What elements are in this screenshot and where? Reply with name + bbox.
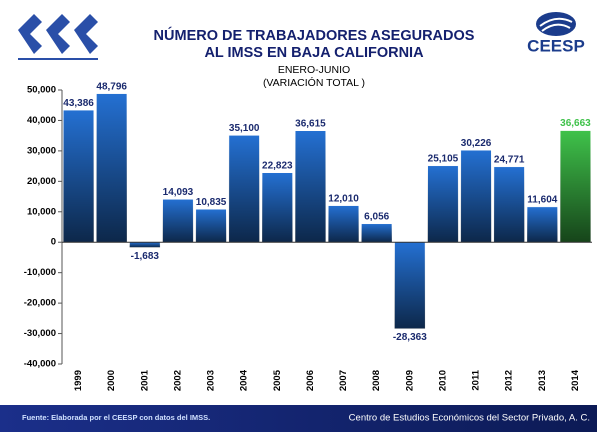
x-tick-label: 2003 [206,370,217,391]
y-tick-label: -20,000 [24,298,56,309]
y-tick-label: -30,000 [24,328,56,339]
value-label: 36,615 [295,118,326,129]
x-tick-label: 2000 [106,370,117,391]
value-label: 10,835 [196,197,227,208]
value-label: 12,010 [328,193,359,204]
x-tick-label: 2007 [338,370,349,391]
value-label: 11,604 [527,195,557,206]
bar-shade [96,93,127,243]
bar-shade [560,130,591,243]
bar-shade [63,110,94,243]
chart-title: AL IMSS EN BAJA CALIFORNIA [204,45,424,61]
ceesp-logo [536,12,576,36]
x-tick-label: 2010 [437,370,448,391]
x-tick-label: 2006 [305,370,316,391]
x-tick-label: 2002 [172,370,183,391]
footer-bar [0,405,597,432]
value-label: 36,663 [560,118,591,129]
bar-shade [262,172,293,243]
y-tick-label: 50,000 [27,85,56,96]
bar-shade [129,242,161,248]
x-tick-label: 2009 [404,370,415,391]
footer-text: Centro de Estudios Económicos del Sector… [349,413,590,424]
value-label: 43,386 [63,98,94,109]
chart-title: NÚMERO DE TRABAJADORES ASEGURADOS [154,26,475,44]
x-tick-label: 1999 [73,370,84,391]
value-label: 30,226 [461,138,492,149]
value-label: 48,796 [96,81,127,92]
bar-shade [493,166,525,243]
x-tick-label: 2008 [371,370,382,391]
value-label: -28,363 [393,332,427,343]
y-tick-label: 20,000 [27,176,56,187]
y-tick-label: -10,000 [24,267,56,278]
chart-subtitle: (VARIACIÓN TOTAL ) [263,76,365,89]
x-tick-label: 2001 [139,369,150,391]
x-tick-label: 2012 [504,370,515,391]
y-tick-label: 40,000 [27,115,56,126]
value-label: 25,105 [428,153,459,164]
bar-shade [228,135,260,243]
bar-shade [394,242,426,329]
x-tick-label: 2014 [570,369,581,391]
cce-logo [18,14,98,60]
bar-shade [195,209,227,243]
y-tick-label: 30,000 [27,145,56,156]
x-tick-label: 2005 [272,369,283,391]
y-tick-label: 0 [51,237,56,248]
y-tick-label: 10,000 [27,206,56,217]
source-note: Fuente: Elaborada por el CEESP con datos… [22,413,210,422]
value-label: 24,771 [494,154,525,165]
bar-shade [361,223,392,243]
bar-shade [427,165,459,243]
value-label: 35,100 [229,123,260,134]
x-tick-label: 2013 [537,370,548,391]
x-tick-label: 2004 [239,369,250,391]
y-tick-label: -40,000 [24,359,56,370]
chart-subtitle: ENERO-JUNIO [278,64,350,76]
value-label: -1,683 [131,251,160,262]
logo-text: CEESP [527,36,585,55]
value-label: 14,093 [163,187,194,198]
bar-shade [295,130,326,243]
bar-shade [460,150,492,243]
x-tick-label: 2011 [471,369,482,390]
value-label: 22,823 [262,160,293,171]
bar-shade [328,205,359,243]
bar-shade [162,199,194,243]
bar-shade [527,206,558,243]
value-label: 6,056 [364,211,389,222]
